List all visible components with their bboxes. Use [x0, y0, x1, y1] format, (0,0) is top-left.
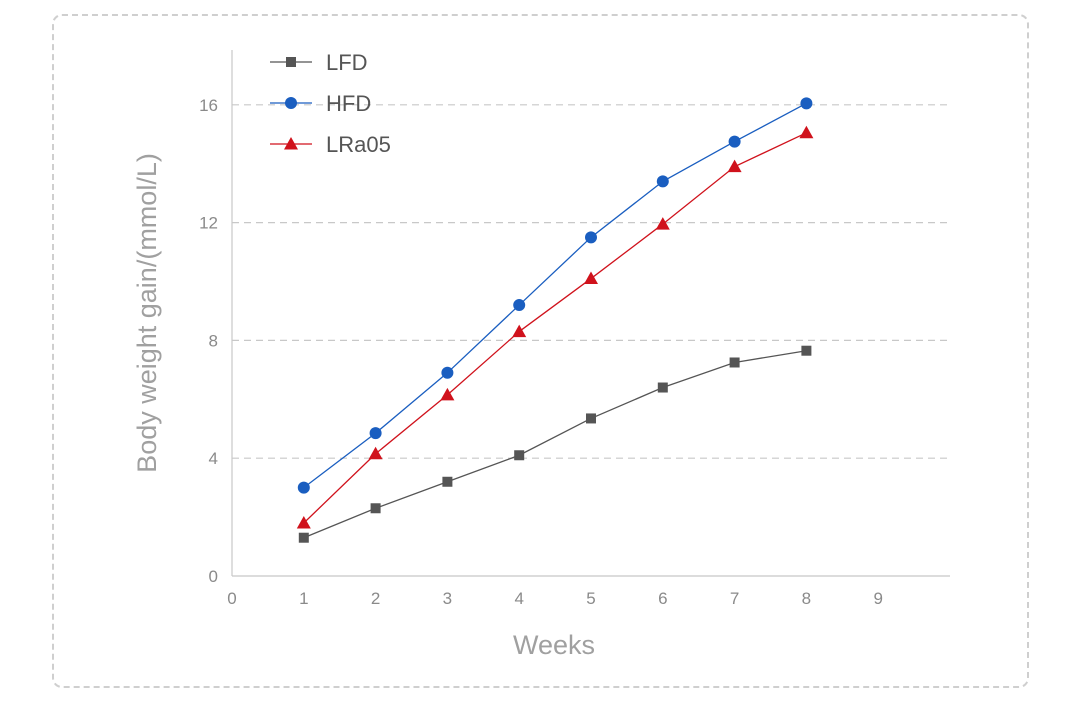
data-point	[512, 324, 527, 338]
y-tick-label: 4	[209, 449, 218, 468]
legend-item-lfd: LFD	[270, 50, 368, 75]
data-point	[298, 532, 309, 543]
legend: LFD HFD LRa05	[270, 50, 391, 157]
series-line	[303, 350, 807, 539]
data-point	[727, 159, 742, 173]
series-hfd	[297, 97, 813, 494]
x-tick-label: 8	[802, 589, 811, 608]
chart-frame	[52, 14, 1029, 688]
data-point	[656, 175, 669, 188]
data-point	[585, 231, 597, 244]
x-tick-label: 7	[730, 589, 739, 608]
data-point	[442, 476, 453, 487]
legend-label: HFD	[326, 91, 371, 116]
x-tick-label: 1	[299, 589, 308, 608]
y-tick-label: 8	[209, 331, 218, 350]
data-point	[728, 135, 741, 148]
x-tick-label: 0	[227, 589, 236, 608]
legend-marker	[285, 97, 297, 109]
series-line	[303, 132, 807, 524]
data-point	[800, 97, 813, 110]
y-tick-labels: 0 4 8 12 16	[199, 96, 218, 586]
y-axis-title: Body weight gain/(mmol/L)	[132, 153, 162, 473]
data-point	[586, 413, 596, 424]
data-point	[368, 446, 383, 460]
x-tick-label: 2	[371, 589, 380, 608]
data-point	[584, 271, 598, 285]
x-tick-label: 5	[586, 589, 595, 608]
data-point	[514, 450, 525, 461]
legend-label: LRa05	[326, 132, 391, 157]
series-line	[303, 102, 807, 489]
legend-label: LFD	[326, 50, 368, 75]
legend-marker	[284, 137, 298, 150]
data-point	[801, 345, 812, 356]
legend-marker	[286, 57, 296, 67]
x-tick-label: 6	[658, 589, 667, 608]
series-lra05	[296, 125, 814, 529]
data-point	[799, 125, 814, 139]
data-point	[513, 299, 526, 312]
x-tick-labels: 0 1 2 3 4 5 6 7 8 9	[227, 589, 883, 608]
data-point	[369, 427, 382, 440]
x-axis-title: Weeks	[513, 630, 595, 660]
data-point	[729, 357, 740, 368]
data-point	[370, 503, 381, 514]
series-lfd	[298, 345, 812, 543]
x-tick-label: 4	[514, 589, 523, 608]
y-tick-label: 0	[209, 567, 218, 586]
series-group	[296, 97, 814, 543]
x-tick-label: 3	[443, 589, 452, 608]
data-point	[440, 387, 455, 401]
y-tick-label: 12	[199, 214, 218, 233]
legend-item-hfd: HFD	[270, 91, 371, 116]
data-point	[296, 515, 311, 529]
x-tick-label: 9	[873, 589, 882, 608]
axes	[231, 50, 950, 577]
data-point	[441, 366, 454, 379]
legend-item-lra05: LRa05	[270, 132, 391, 157]
data-point	[657, 382, 668, 393]
data-point	[297, 481, 310, 494]
y-tick-label: 16	[199, 96, 218, 115]
data-point	[655, 217, 670, 230]
